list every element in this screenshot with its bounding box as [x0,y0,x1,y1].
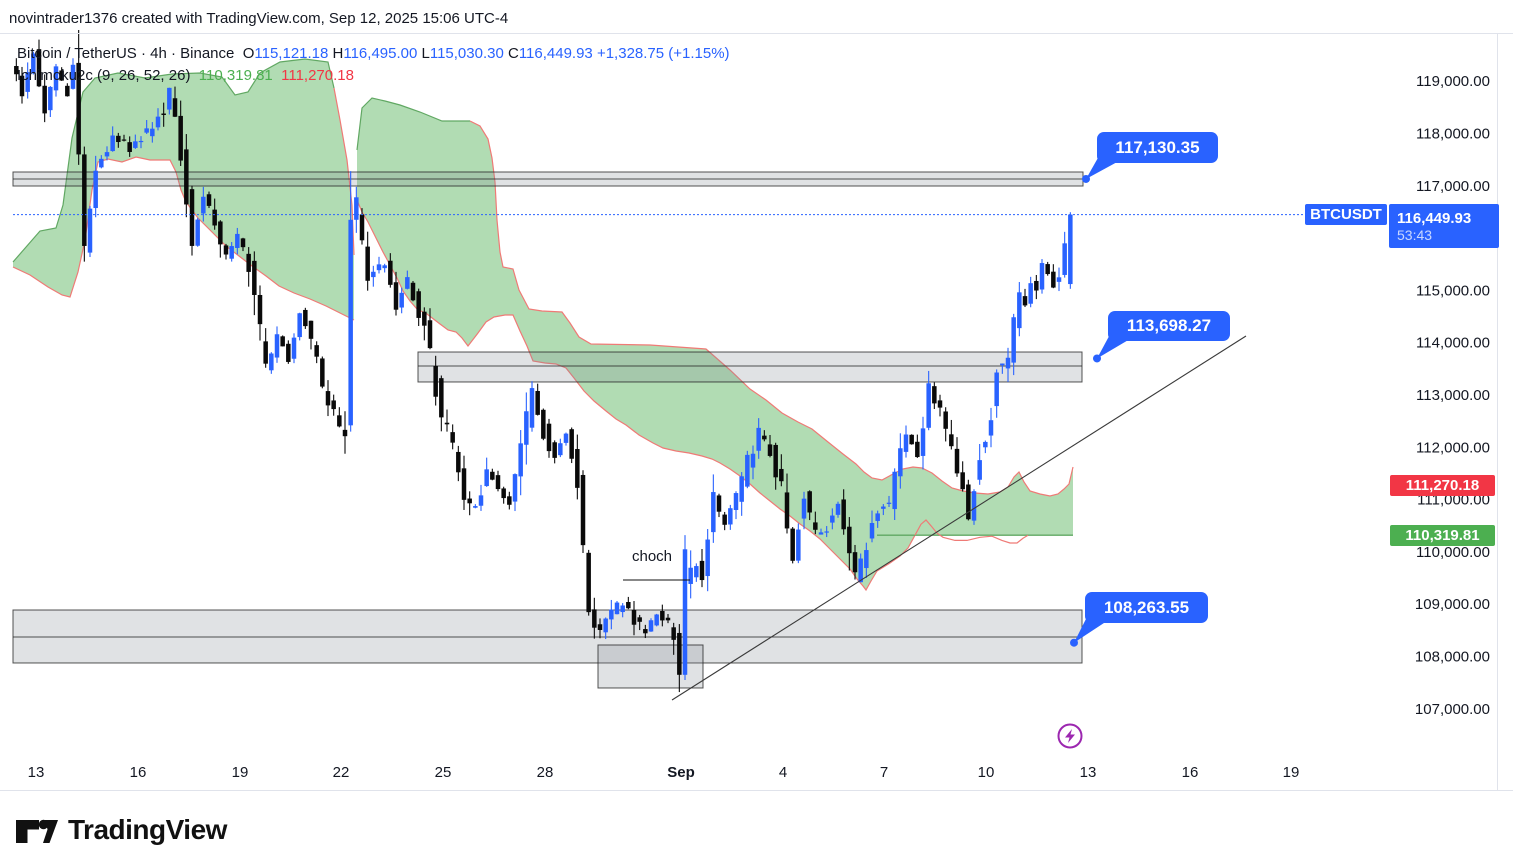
time-tick-label: 7 [880,764,888,781]
open-label: O [242,45,255,62]
symbol-price-label: BTCUSDT [1305,204,1387,226]
candlestick-series [14,29,1073,693]
senkou-a-line [12,58,335,263]
price-tick-label: 115,000.00 [1416,282,1490,299]
lightning-bolt [1065,729,1075,743]
attribution: novintrader1376 created with TradingView… [9,10,509,27]
time-tick-label: 19 [232,764,249,781]
legend-sep2: · [166,45,181,62]
time-tick-label: 19 [1283,764,1300,781]
high-label: H [328,45,344,62]
senkou-b-wiggle [914,519,1029,544]
open-value: 115,121.18 [254,45,329,62]
time-tick-label: 25 [435,764,452,781]
close-label: C [503,45,519,62]
symbol-title: Bitcoin / TetherUS [17,45,137,62]
tradingview-logo[interactable]: TradingView [16,814,227,846]
choch-label: choch [632,548,672,565]
price-tick-label: 112,000.00 [1416,439,1490,456]
close-value: 116,449.93 [518,45,593,62]
low-value: 115,030.30 [429,45,504,62]
senkou-a-line-2 [356,97,470,151]
time-tick-label: Sep [667,764,695,781]
spacer3 [190,67,198,84]
high-value: 116,495.00 [343,45,418,62]
time-axis[interactable]: 13 16 19 22 25 28 Sep 4 7 10 13 16 19 [28,764,1300,781]
time-tick-label: 10 [978,764,995,781]
exchange: Binance [180,45,235,62]
price-tick-label: 113,000.00 [1416,387,1490,404]
price-tick-label: 110,000.00 [1416,544,1490,561]
symbol-legend[interactable]: Bitcoin / TetherUS · 4h · Binance O115,1… [17,45,730,62]
time-tick-label: 13 [1080,764,1097,781]
trendline[interactable] [671,335,1247,701]
change-value: +1,328.75 (+1.15%) [596,45,730,62]
time-tick-label: 16 [1182,764,1199,781]
senkou-b-bottom [356,199,916,592]
callout-dot-2 [1070,638,1078,647]
time-tick-label: 28 [537,764,554,781]
price-tick-label: 109,000.00 [1415,596,1490,613]
supply-demand-zone-1[interactable] [417,351,1083,383]
time-tick-label: 4 [779,764,787,781]
ichimoku-cloud-left [13,59,354,320]
ichimoku-cloud-right [357,98,1073,590]
price-callout-1[interactable]: 113,698.27 [1108,311,1230,341]
indicator-legend[interactable]: Ichimoku2c (9, 26, 52, 26) 110,319.81 11… [17,67,354,84]
callout-dot-1 [1093,354,1101,363]
indicator-name: Ichimoku2c [17,67,93,84]
price-tick-label: 118,000.00 [1416,126,1490,143]
time-tick-label: 22 [333,764,350,781]
price-callout-2[interactable]: 108,263.55 [1085,592,1208,623]
senkou-b-top [469,120,1074,497]
tradingview-logo-text: TradingView [68,814,227,845]
span-b-value: 111,270.18 [281,67,354,84]
legend-sep1: · [136,45,151,62]
tradingview-logo-mark [16,819,58,843]
price-callout-0[interactable]: 117,130.35 [1097,132,1218,163]
bar-countdown: 53:43 [1397,226,1433,243]
last-price-badge: 116,449.93 53:43 [1389,204,1499,249]
price-tick-label: 108,000.00 [1415,649,1490,666]
low-label: L [417,45,430,62]
price-axis[interactable]: 119,000.00118,000.00117,000.00116,000.00… [1415,73,1490,718]
price-tick-label: 117,000.00 [1416,178,1490,195]
price-tick-label: 114,000.00 [1416,335,1490,352]
interval: 4h [150,45,167,62]
last-price-value: 116,449.93 [1397,209,1472,227]
price-tick-label: 107,000.00 [1415,701,1490,718]
spacer4 [273,67,281,84]
indicator-value-badge-0: 111,270.18 [1390,474,1495,496]
price-tick-label: 119,000.00 [1416,73,1490,90]
span-a-value: 110,319.81 [198,67,273,84]
callout-dot-0 [1082,174,1090,183]
indicator-args: (9, 26, 52, 26) [97,67,191,84]
indicator-value-badge-1: 110,319.81 [1390,524,1495,546]
time-tick-label: 16 [130,764,147,781]
time-tick-label: 13 [28,764,45,781]
spacer [234,45,242,62]
